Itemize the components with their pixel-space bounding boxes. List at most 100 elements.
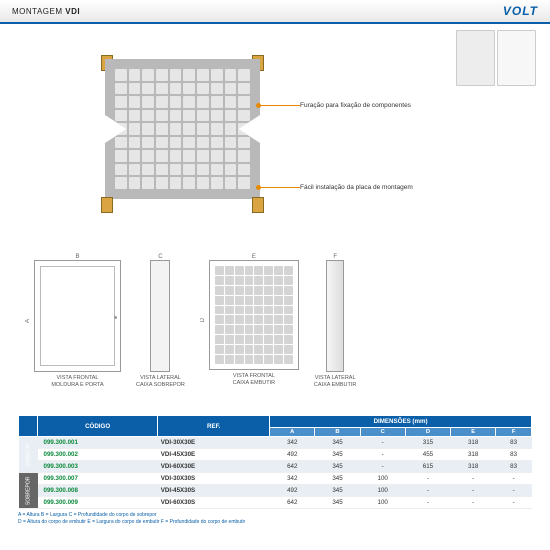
cell: - — [451, 485, 496, 497]
cell: - — [360, 437, 405, 449]
table-header-row: CÓDIGO REF. DIMENSÕES (mm) — [19, 416, 532, 428]
col-f: F — [496, 428, 532, 437]
cell: - — [496, 497, 532, 509]
mounting-lug-icon — [101, 197, 113, 213]
cell: VDI-30X30S — [158, 473, 270, 485]
view-side-surface: C VISTA LATERALCAIXA SOBREPOR — [136, 254, 185, 388]
cell: 615 — [405, 461, 450, 473]
cell: 342 — [270, 437, 315, 449]
dimensions-table: CÓDIGO REF. DIMENSÕES (mm) ABCDEF EMBUTI… — [18, 415, 532, 509]
cell: 345 — [315, 485, 360, 497]
col-b: B — [315, 428, 360, 437]
view-side-flush: F VISTA LATERALCAIXA EMBUTIR — [314, 254, 356, 388]
col-dimensions: DIMENSÕES (mm) — [270, 416, 532, 428]
cell: 318 — [451, 461, 496, 473]
cell: VDI-45X30E — [158, 449, 270, 461]
cell: 492 — [270, 485, 315, 497]
cell: 099.300.002 — [38, 449, 158, 461]
cell: 318 — [451, 449, 496, 461]
col-d: D — [405, 428, 450, 437]
view-label: VISTA FRONTALCAIXA EMBUTIR — [233, 373, 275, 386]
view-label: VISTA LATERALCAIXA SOBREPOR — [136, 375, 185, 388]
dim-label-f: F — [333, 254, 337, 260]
cell: 099.300.003 — [38, 461, 158, 473]
table-row: EMBUTIR099.300.001VDI-30X30E342345-31531… — [19, 437, 532, 449]
cell: 83 — [496, 437, 532, 449]
cell: VDI-60X30S — [158, 497, 270, 509]
view-label: VISTA FRONTALMOLDURA E PORTA — [51, 375, 103, 388]
cell: 345 — [315, 461, 360, 473]
technical-views: A B VISTA FRONTALMOLDURA E PORTA C VISTA… — [0, 254, 550, 409]
cell: 345 — [315, 473, 360, 485]
cell: - — [360, 449, 405, 461]
col-codigo: CÓDIGO — [38, 416, 158, 437]
cell: 83 — [496, 449, 532, 461]
callout-text: Fácil instalação da placa de montagem — [300, 184, 413, 191]
cell: - — [360, 461, 405, 473]
cell: - — [405, 497, 450, 509]
col-ref: REF. — [158, 416, 270, 437]
legend-line: A = Altura B = Largura C = Profundidade … — [18, 512, 532, 519]
dim-label-a: A — [25, 319, 31, 323]
mounting-lug-icon — [252, 197, 264, 213]
callout-1: Furação para fixação de componentes — [300, 102, 480, 109]
cell: - — [405, 485, 450, 497]
cell: 100 — [360, 497, 405, 509]
cell: - — [451, 473, 496, 485]
title-bold: VDI — [65, 7, 80, 16]
cell: VDI-30X30E — [158, 437, 270, 449]
table-row: 099.300.008VDI-45X30S492345100--- — [19, 485, 532, 497]
group-label: SOBREPOR — [19, 473, 38, 509]
cell: 345 — [315, 449, 360, 461]
cell: 100 — [360, 473, 405, 485]
brand-logo: VOLT — [503, 4, 538, 18]
col-c: C — [360, 428, 405, 437]
view-front-flush: E VISTA FRONTALCAIXA EMBUTIR — [209, 254, 299, 386]
legend-line: D = Altura do corpo de embutir E = Largu… — [18, 519, 532, 526]
cell: 345 — [315, 497, 360, 509]
cell: 342 — [270, 473, 315, 485]
mounting-plate-diagram — [95, 59, 270, 209]
cell: 100 — [360, 485, 405, 497]
cell: 492 — [270, 449, 315, 461]
callout-text: Furação para fixação de componentes — [300, 102, 411, 109]
cell: 315 — [405, 437, 450, 449]
table-row: 099.300.009VDI-60X30S642345100--- — [19, 497, 532, 509]
cell: 345 — [315, 437, 360, 449]
cell: 099.300.007 — [38, 473, 158, 485]
datasheet-page: MONTAGEM VDI VOLT Furação para fixação d… — [0, 0, 550, 550]
cell: - — [496, 485, 532, 497]
cell: - — [451, 497, 496, 509]
cell: 83 — [496, 461, 532, 473]
cell: 642 — [270, 461, 315, 473]
table-row: 099.300.002VDI-45X30E492345-45531883 — [19, 449, 532, 461]
table-row: SOBREPOR099.300.007VDI-30X30S342345100--… — [19, 473, 532, 485]
table-row: 099.300.003VDI-60X30E642345-61531883 — [19, 461, 532, 473]
view-front-frame: B VISTA FRONTALMOLDURA E PORTA — [34, 254, 121, 388]
header: MONTAGEM VDI VOLT — [0, 0, 550, 24]
col-a: A — [270, 428, 315, 437]
cell: 099.300.001 — [38, 437, 158, 449]
cell: 642 — [270, 497, 315, 509]
product-thumb — [456, 30, 536, 86]
cell: VDI-60X30E — [158, 461, 270, 473]
perforation-grid — [115, 69, 250, 189]
callout-line — [260, 187, 300, 188]
group-label: EMBUTIR — [19, 437, 38, 473]
legend: A = Altura B = Largura C = Profundidade … — [18, 512, 532, 526]
view-label: VISTA LATERALCAIXA EMBUTIR — [314, 375, 356, 388]
dim-label-d: D — [200, 318, 206, 322]
cell: - — [405, 473, 450, 485]
cell: 318 — [451, 437, 496, 449]
title-pre: MONTAGEM — [12, 7, 65, 16]
cell: - — [496, 473, 532, 485]
cell: VDI-45X30S — [158, 485, 270, 497]
cell: 455 — [405, 449, 450, 461]
callout-line — [260, 105, 300, 106]
cell: 099.300.009 — [38, 497, 158, 509]
cell: 099.300.008 — [38, 485, 158, 497]
col-e: E — [451, 428, 496, 437]
page-title: MONTAGEM VDI — [12, 7, 80, 16]
flush-grid — [215, 266, 293, 364]
hero-section: Furação para fixação de componentes Fáci… — [0, 24, 550, 254]
